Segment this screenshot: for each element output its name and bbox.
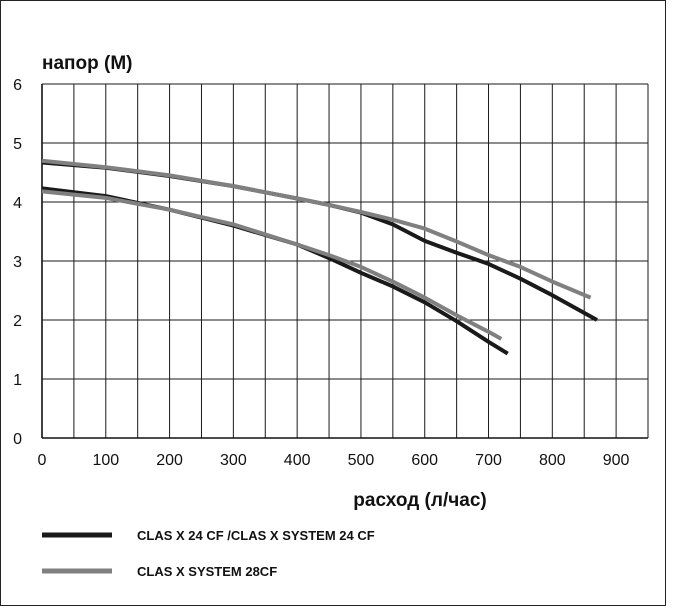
legend-label-series-2: CLAS X SYSTEM 28CF [137,564,277,579]
series-curves [41,158,598,356]
y-axis-title: напор (М) [42,53,133,74]
x-tick-label: 700 [475,452,502,469]
x-tick-label: 800 [539,452,566,469]
x-tick-label: 400 [284,452,311,469]
x-tick-label: 0 [38,452,47,469]
series-2-curve-1 [41,189,503,341]
x-tick-label: 900 [603,452,630,469]
series-2-curve-2 [41,158,592,300]
y-tick-label: 1 [13,372,22,389]
series-1-curve-2 [41,160,598,322]
y-tick-label: 3 [13,254,22,271]
x-tick-label: 600 [411,452,438,469]
chart-grid [42,83,649,438]
x-axis-title: расход (л/час) [353,490,486,511]
y-tick-label: 2 [13,313,22,330]
legend-label-series-1: CLAS X 24 CF /CLAS X SYSTEM 24 CF [137,528,375,543]
y-tick-label: 4 [13,195,22,212]
series-1-curve-1 [41,186,509,356]
y-tick-label: 5 [13,136,22,153]
x-tick-label: 100 [92,452,119,469]
y-tick-label: 0 [13,431,22,448]
x-tick-label: 300 [220,452,247,469]
legend: CLAS X 24 CF /CLAS X SYSTEM 24 CF CLAS X… [42,528,375,579]
y-tick-label: 6 [13,77,22,94]
x-tick-label: 500 [348,452,375,469]
x-tick-label: 200 [156,452,183,469]
tick-labels: 0 100 200 300 400 500 600 700 800 900 0 1 2 3 4 5 6 [13,77,629,469]
chart-axes [41,84,648,439]
